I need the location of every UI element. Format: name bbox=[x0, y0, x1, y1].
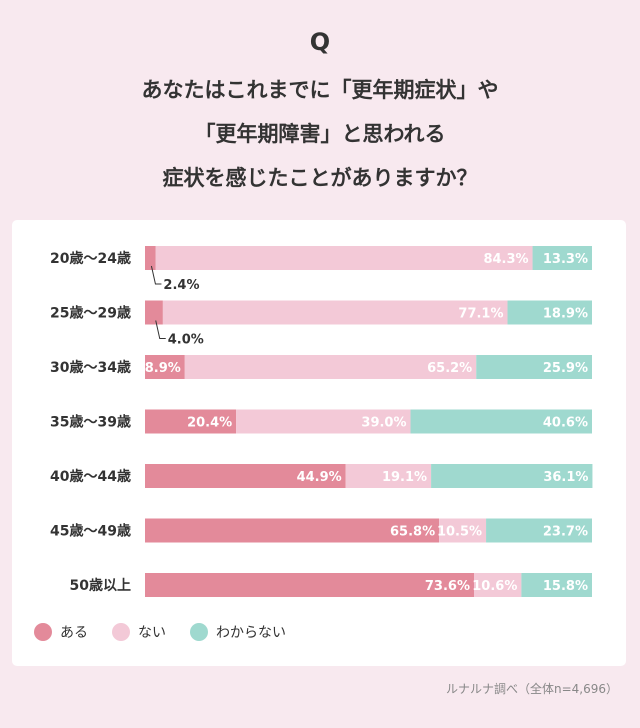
bar-segment bbox=[473, 573, 522, 597]
chart-panel: 20歳〜24歳 2.4% 84.3% 13.3% 25歳〜29歳 4.0% 77.1% 18.… bbox=[12, 220, 626, 666]
legend-label-wakaranai: わからない bbox=[216, 625, 286, 641]
category-label: 40歳〜44歳 bbox=[50, 468, 131, 485]
data-label: 2.4% bbox=[163, 278, 199, 293]
bar-segment bbox=[145, 355, 185, 379]
data-label: 4.0% bbox=[168, 333, 204, 348]
title-line-2: 「更年期障害」と思われる bbox=[194, 122, 446, 146]
bar-segment bbox=[236, 409, 411, 434]
legend-swatch-aru bbox=[34, 623, 52, 641]
data-label: 23.7% bbox=[543, 525, 588, 540]
page-title: あなたはこれまでに「更年期症状」や 「更年期障害」と思われる 症状を感じたことが… bbox=[0, 68, 640, 200]
bar-segment bbox=[507, 300, 592, 325]
bar-segment bbox=[439, 518, 487, 543]
data-label: 18.9% bbox=[543, 307, 588, 322]
data-label: 65.8% bbox=[390, 525, 435, 540]
data-label: 15.8% bbox=[543, 579, 588, 594]
data-label: 19.1% bbox=[382, 470, 427, 485]
leader-line bbox=[155, 320, 166, 339]
legend-item-wakaranai: わからない bbox=[190, 622, 286, 642]
data-label: 13.3% bbox=[543, 252, 588, 267]
data-label: 8.9% bbox=[145, 361, 181, 376]
title-line-1: あなたはこれまでに「更年期症状」や bbox=[141, 78, 499, 102]
legend-swatch-wakaranai bbox=[190, 623, 208, 641]
data-label: 65.2% bbox=[427, 361, 472, 376]
title-line-3: 症状を感じたことがありますか？ bbox=[162, 166, 478, 190]
bar-segment bbox=[145, 409, 237, 434]
bar-segment bbox=[476, 355, 592, 379]
legend-swatch-nai bbox=[112, 623, 130, 641]
question-mark: Q bbox=[309, 28, 331, 56]
legend-label-aru: ある bbox=[60, 625, 88, 641]
category-label: 25歳〜29歳 bbox=[50, 305, 131, 322]
bar-segment bbox=[145, 518, 440, 543]
data-label: 73.6% bbox=[425, 579, 470, 594]
source-note: ルナルナ調べ（全体n=4,696） bbox=[445, 682, 618, 696]
legend-item-aru: ある bbox=[34, 622, 88, 642]
data-label: 40.6% bbox=[543, 416, 588, 431]
category-label: 20歳〜24歳 bbox=[50, 250, 131, 267]
data-label: 25.9% bbox=[543, 361, 588, 376]
bar-segment bbox=[532, 246, 592, 270]
data-label: 20.4% bbox=[187, 416, 232, 431]
bar-segment bbox=[162, 300, 508, 325]
data-label: 10.6% bbox=[472, 579, 517, 594]
bar-segment bbox=[431, 464, 593, 488]
bar-segment bbox=[145, 246, 156, 270]
legend-item-nai: ない bbox=[112, 622, 166, 642]
data-label: 10.5% bbox=[437, 525, 482, 540]
leader-line bbox=[150, 265, 162, 285]
category-label: 50歳以上 bbox=[70, 577, 131, 594]
data-label: 36.1% bbox=[543, 470, 588, 485]
bar-segment bbox=[521, 573, 592, 597]
category-label: 45歳〜49歳 bbox=[50, 523, 131, 540]
legend-label-nai: ない bbox=[138, 625, 166, 641]
data-label: 44.9% bbox=[297, 470, 342, 485]
bar-segment bbox=[345, 464, 432, 488]
bar-segment bbox=[145, 300, 163, 325]
stacked-bar-chart: 20歳〜24歳 2.4% 84.3% 13.3% 25歳〜29歳 4.0% 77.1% 18.… bbox=[50, 246, 593, 597]
bar-segment bbox=[410, 409, 592, 434]
category-label: 35歳〜39歳 bbox=[50, 414, 131, 431]
bar-segment bbox=[145, 573, 474, 597]
data-label: 77.1% bbox=[458, 307, 503, 322]
bar-segment bbox=[184, 355, 477, 379]
bar-segment bbox=[486, 518, 592, 543]
bar-segment bbox=[155, 246, 533, 270]
bar-segment bbox=[145, 464, 346, 488]
category-label: 30歳〜34歳 bbox=[50, 359, 131, 376]
data-label: 84.3% bbox=[483, 252, 528, 267]
data-label: 39.0% bbox=[361, 416, 406, 431]
legend: ある ない わからない bbox=[34, 620, 310, 644]
